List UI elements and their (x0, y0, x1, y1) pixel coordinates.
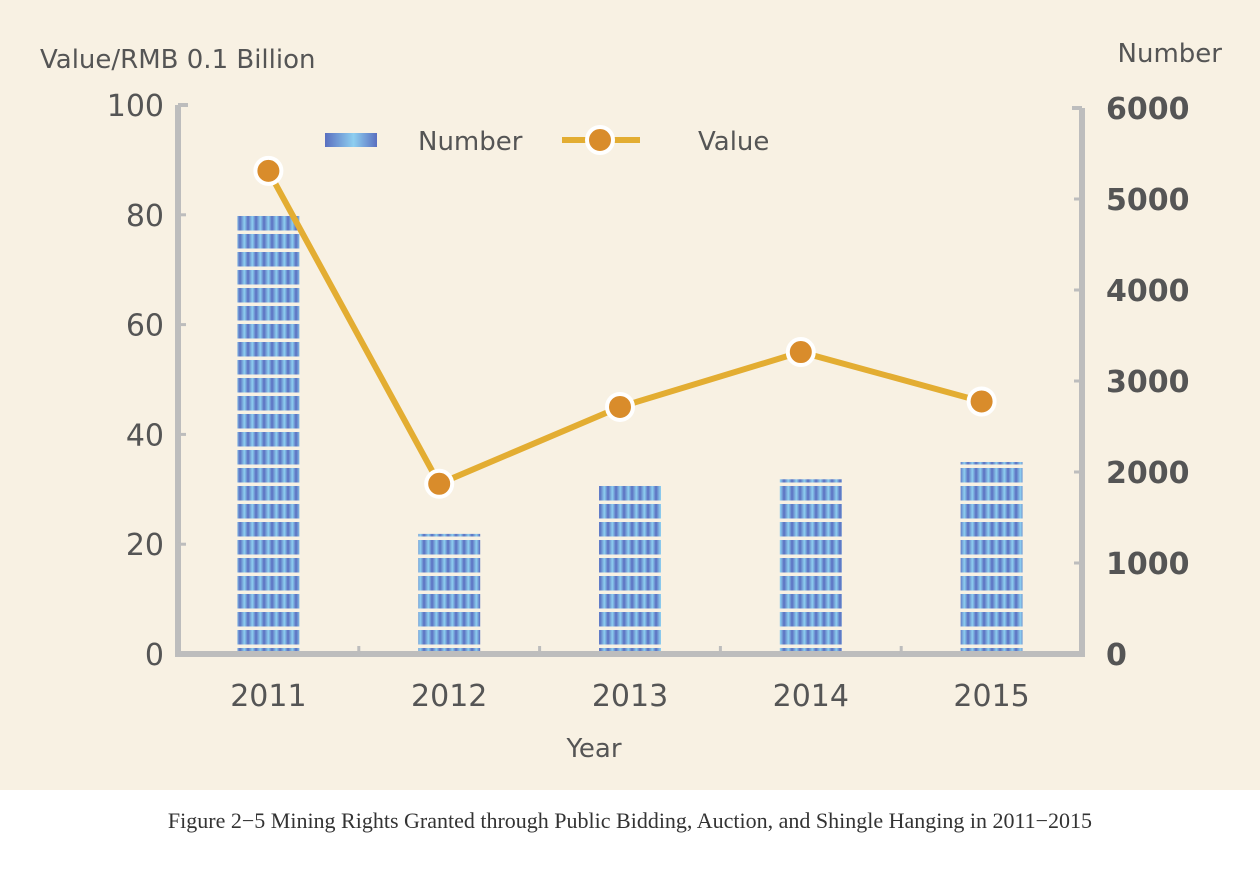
legend-item-value: Value (562, 125, 769, 157)
legend-item-number: Number (325, 127, 523, 157)
line-series-value (253, 155, 997, 499)
value-point-2014 (785, 337, 816, 368)
value-point-2012 (424, 468, 455, 499)
legend-label-value: Value (698, 127, 769, 157)
value-point-2011 (253, 155, 284, 186)
left-tick-label-40: 40 (126, 418, 164, 453)
figure-caption: Figure 2−5 Mining Rights Granted through… (167, 808, 1093, 833)
left-axis-title: Value/RMB 0.1 Billion (40, 45, 316, 75)
value-point-2015 (966, 386, 997, 417)
legend-swatch-value-point (585, 125, 615, 155)
left-tick-label-100: 100 (107, 89, 164, 124)
combo-chart: 0204060801000100020003000400050006000201… (40, 39, 1222, 764)
legend-swatch-number (325, 133, 377, 147)
x-tick-label-2013: 2013 (592, 679, 668, 714)
plot-panel: 0 20 40 60 80 100 0 1000 2000 3000 4000 5000 6000 201… (0, 0, 1260, 790)
right-tick-label-5000: 5000 (1106, 183, 1190, 218)
right-tick-label-2000: 2000 (1106, 456, 1190, 491)
left-tick-label-0: 0 (145, 638, 164, 673)
legend: Number Value (325, 125, 769, 157)
axes (175, 103, 1085, 657)
value-line (265, 169, 983, 487)
bar-2011 (237, 212, 300, 654)
bar-2013 (599, 483, 661, 654)
x-tick-label-2015: 2015 (953, 679, 1029, 714)
x-tick-label-2012: 2012 (411, 679, 487, 714)
legend-label-number: Number (418, 127, 523, 157)
right-tick-label-0: 0 (1106, 638, 1127, 673)
x-axis-title: Year (565, 734, 621, 764)
right-tick-label-4000: 4000 (1106, 274, 1190, 309)
value-point-2013 (605, 391, 635, 422)
x-tick-label-2011: 2011 (230, 679, 306, 714)
right-tick-label-3000: 3000 (1106, 365, 1190, 400)
left-tick-label-20: 20 (126, 528, 164, 563)
bar-2014 (779, 479, 842, 654)
x-tick-label-2014: 2014 (773, 679, 849, 714)
left-tick-label-60: 60 (126, 309, 164, 344)
right-tick-label-6000: 6000 (1106, 92, 1190, 127)
bar-series-number (237, 212, 1023, 654)
axis-labels: 0204060801000100020003000400050006000201… (40, 39, 1222, 764)
left-tick-label-80: 80 (126, 199, 164, 234)
right-axis-title: Number (1118, 39, 1223, 69)
bar-2015 (960, 461, 1023, 654)
bar-2012 (418, 533, 481, 654)
right-tick-label-1000: 1000 (1106, 547, 1190, 582)
